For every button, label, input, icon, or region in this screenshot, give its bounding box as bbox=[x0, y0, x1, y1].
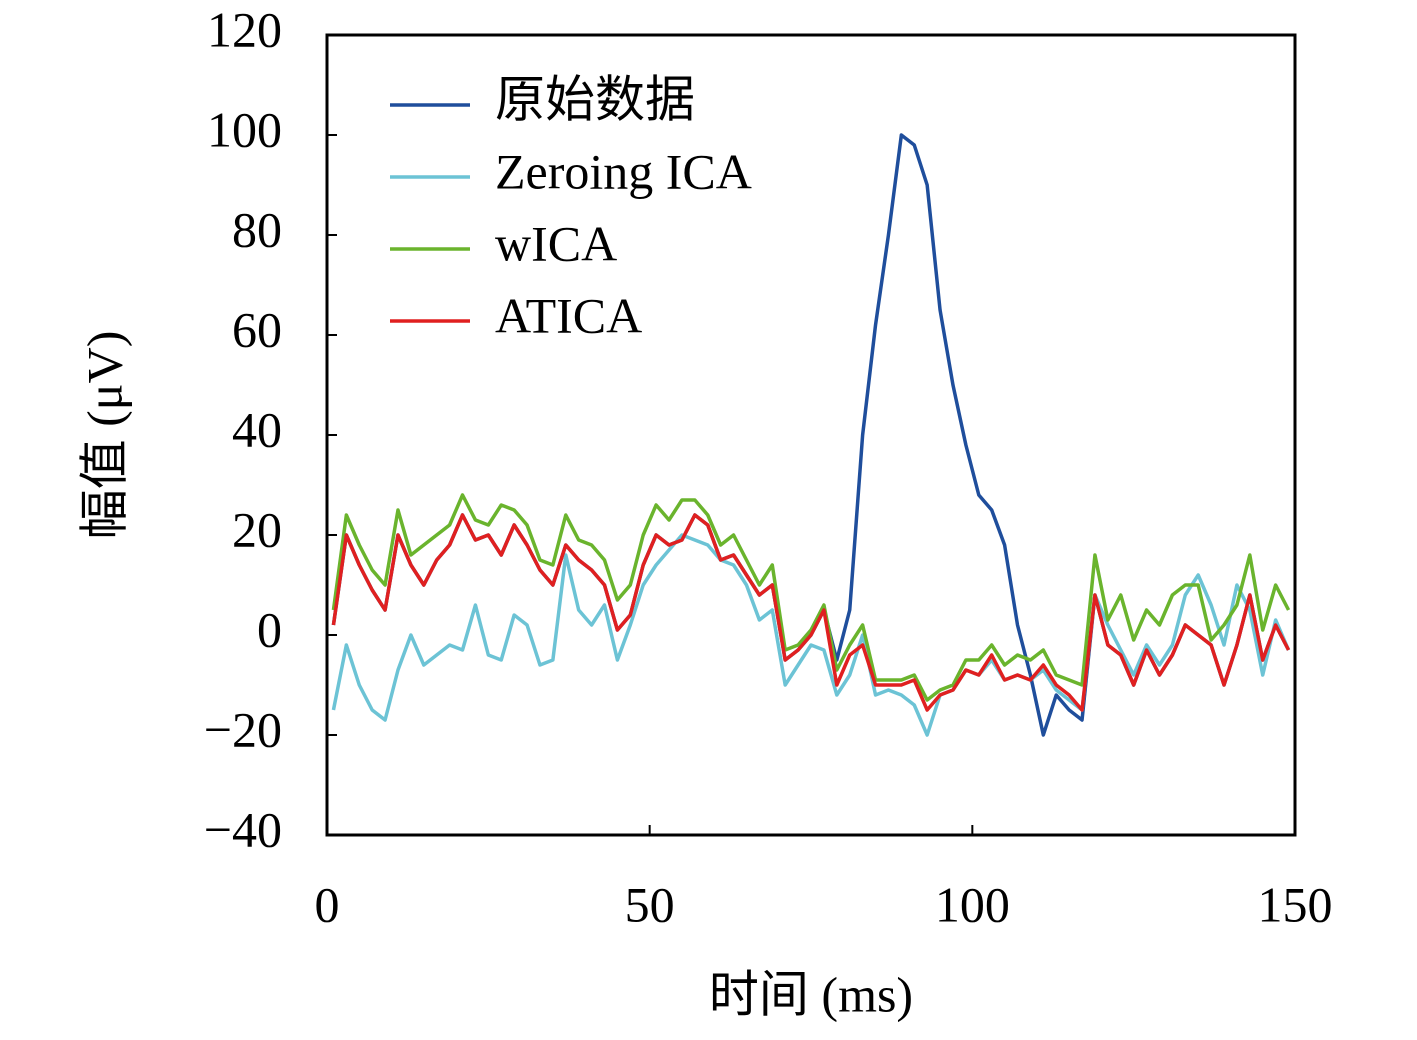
y-tick-label: 0 bbox=[257, 601, 282, 657]
legend-label: Zeroing ICA bbox=[495, 143, 752, 199]
x-tick-label: 100 bbox=[935, 876, 1010, 932]
x-tick-label: 0 bbox=[315, 876, 340, 932]
y-tick-label: 60 bbox=[232, 301, 282, 357]
plot-frame bbox=[325, 33, 1297, 837]
y-axis-label: 幅值 (μV) bbox=[76, 331, 132, 540]
x-axis-label: 时间 (ms) bbox=[709, 966, 913, 1022]
y-tick-label: 40 bbox=[232, 401, 282, 457]
legend-label: ATICA bbox=[495, 287, 642, 343]
y-tick-label: 80 bbox=[232, 201, 282, 257]
y-tick-label: −20 bbox=[204, 701, 282, 757]
y-tick-label: 100 bbox=[207, 101, 282, 157]
y-tick-label: −40 bbox=[204, 801, 282, 857]
x-tick-label: 50 bbox=[625, 876, 675, 932]
series-line bbox=[331, 493, 1291, 702]
series-line bbox=[331, 533, 1291, 737]
series-line bbox=[331, 513, 1291, 712]
legend-label: 原始数据 bbox=[495, 71, 695, 127]
x-tick-label: 150 bbox=[1258, 876, 1333, 932]
y-tick-label: 20 bbox=[232, 501, 282, 557]
y-tick-label: 120 bbox=[207, 1, 282, 57]
legend-label: wICA bbox=[495, 215, 617, 271]
